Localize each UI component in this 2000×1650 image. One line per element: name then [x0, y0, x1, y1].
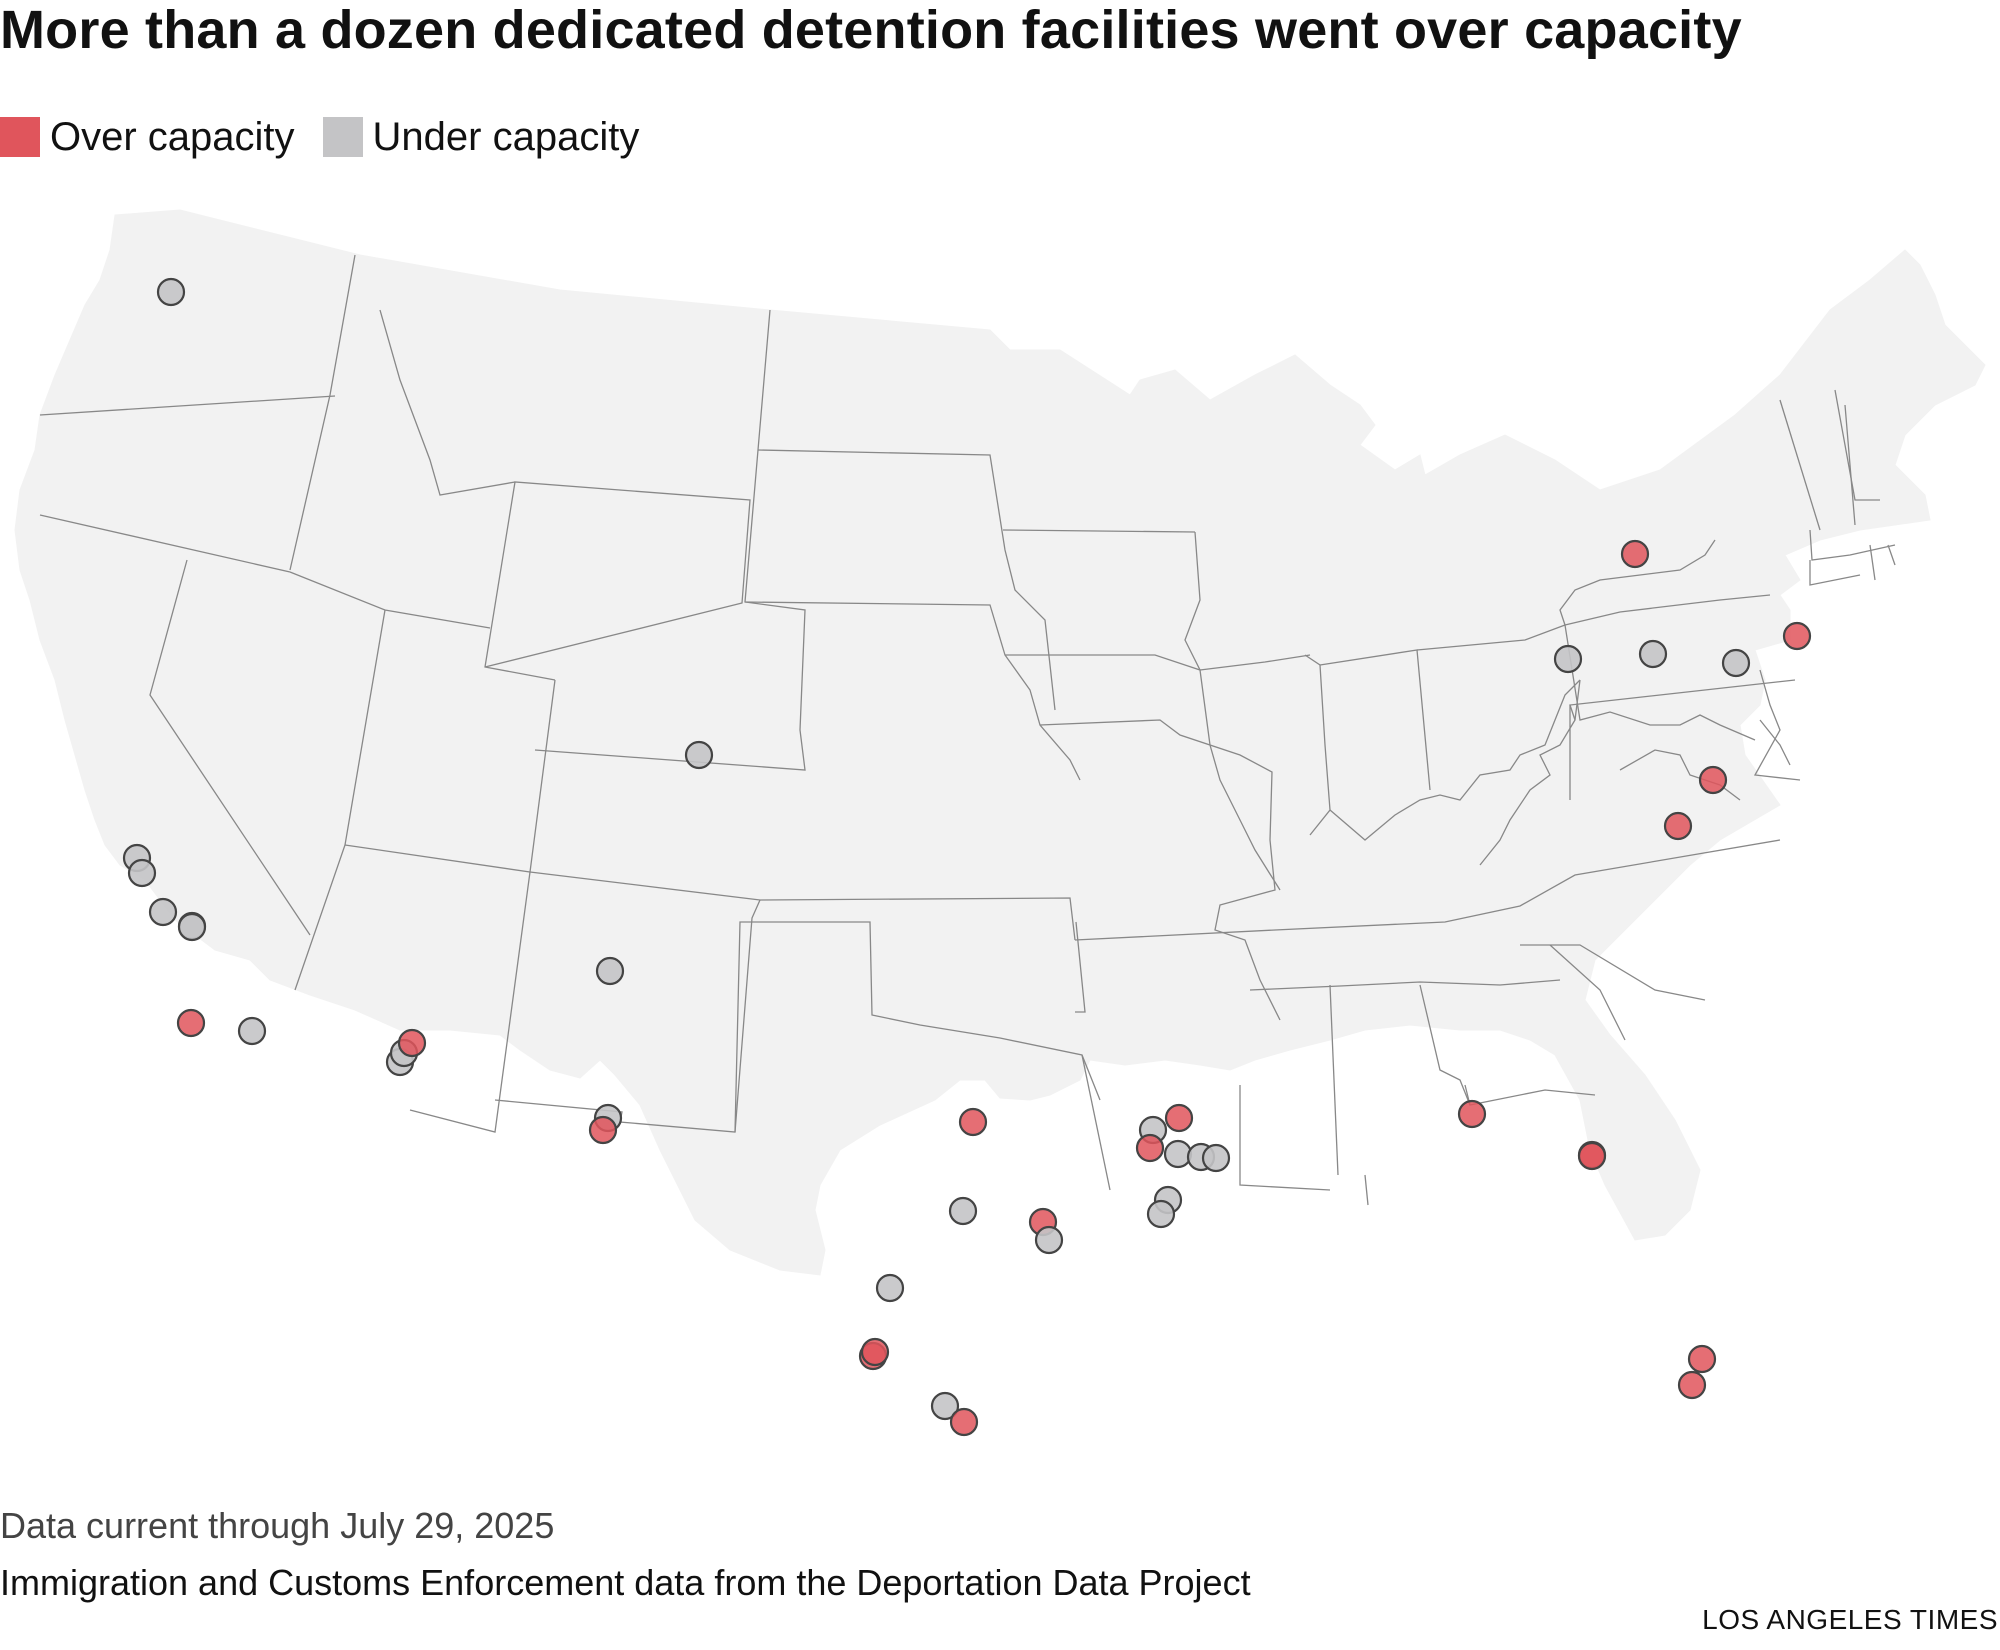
facility-marker-under [1163, 1139, 1193, 1169]
facility-marker-over [1663, 811, 1693, 841]
legend-label-over: Over capacity [50, 114, 295, 159]
facility-marker-over [1687, 1344, 1717, 1374]
facility-marker-under [930, 1391, 960, 1421]
facility-marker-under [237, 1016, 267, 1046]
facility-marker-over [588, 1115, 618, 1145]
facility-marker-under [127, 858, 157, 888]
legend-item-over: Over capacity [0, 115, 295, 160]
facility-marker-under [156, 277, 186, 307]
facility-marker-over [397, 1028, 427, 1058]
facility-marker-over [1698, 765, 1728, 795]
data-note: Data current through July 29, 2025 [0, 1505, 555, 1546]
us-map-svg [14, 209, 1986, 1437]
facility-marker-under [1553, 644, 1583, 674]
facility-marker-under [1721, 648, 1751, 678]
facility-marker-under [595, 956, 625, 986]
facility-marker-under [875, 1273, 905, 1303]
facility-marker-over [1577, 1141, 1607, 1171]
facility-marker-over [1782, 621, 1812, 651]
legend-label-under: Under capacity [372, 114, 640, 159]
legend-item-under: Under capacity [322, 114, 640, 160]
facility-marker-over [176, 1008, 206, 1038]
facility-marker-under [1034, 1225, 1064, 1255]
facility-marker-under [1638, 639, 1668, 669]
facility-marker-over [1677, 1370, 1707, 1400]
state-borders [39, 254, 1896, 1206]
legend: Over capacity Under capacity [0, 112, 667, 162]
facility-markers [122, 277, 1812, 1437]
facility-marker-over [1164, 1103, 1194, 1133]
facility-marker-over [1135, 1133, 1165, 1163]
facility-marker-over [949, 1407, 979, 1437]
source-note: Immigration and Customs Enforcement data… [0, 1562, 1251, 1603]
facility-marker-over [1620, 539, 1650, 569]
facility-marker-over [860, 1337, 890, 1367]
facility-marker-under [948, 1196, 978, 1226]
facility-marker-under [684, 740, 714, 770]
chart-title: More than a dozen dedicated detention fa… [0, 0, 1742, 60]
credit: LOS ANGELES TIMES [1702, 1604, 1998, 1635]
facility-marker-under [1146, 1199, 1176, 1229]
us-map [0, 200, 2000, 1480]
facility-marker-under [177, 912, 207, 942]
facility-marker-over [1457, 1099, 1487, 1129]
facility-marker-over [958, 1107, 988, 1137]
facility-marker-under [1201, 1143, 1231, 1173]
us-land [14, 209, 1986, 1276]
legend-swatch-over [0, 117, 40, 157]
legend-swatch-under [322, 117, 363, 157]
facility-marker-under [148, 897, 178, 927]
